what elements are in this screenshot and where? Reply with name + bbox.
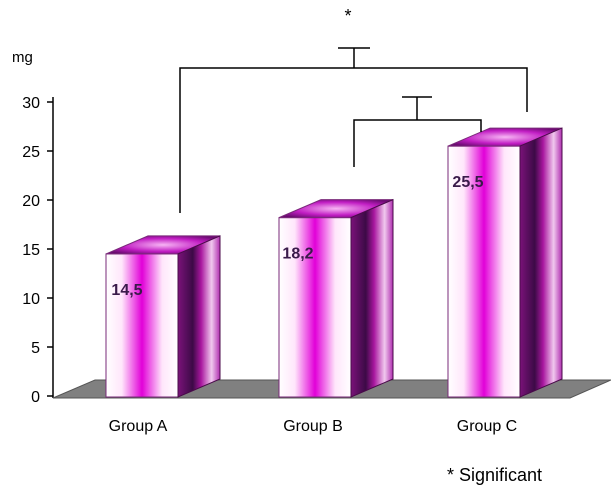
y-tick-label: 10: [22, 291, 40, 308]
y-tick-label: 30: [22, 95, 40, 112]
bar-value-label: 25,5: [452, 174, 483, 191]
bar-side-face: [177, 235, 221, 398]
category-label: Group A: [109, 418, 168, 435]
bar-front-face: [278, 217, 352, 398]
bar-group: 14,5 18,2 25,5: [105, 127, 563, 398]
category-label: Group C: [457, 418, 517, 435]
bar-front-face: [447, 145, 521, 398]
significance-star: *: [344, 6, 351, 26]
y-tick-label: 5: [31, 340, 40, 357]
bar-side-face: [350, 198, 394, 398]
bar: 25,5: [447, 127, 563, 398]
y-tick-label: 25: [22, 144, 40, 161]
y-tick-label: 0: [31, 389, 40, 406]
y-tick-label: 15: [22, 242, 40, 259]
footnote-significant: * Significant: [447, 465, 542, 485]
category-label: Group B: [283, 418, 343, 435]
bar-side-face: [519, 127, 563, 398]
bar-value-label: 18,2: [282, 246, 313, 263]
category-labels: Group A Group B Group C: [109, 418, 518, 435]
y-axis-unit-label: mg: [12, 49, 33, 66]
bar: 14,5: [105, 235, 221, 398]
y-tick-group: 0 5 10 15 20 25 30: [22, 95, 53, 406]
bar: 18,2: [278, 198, 394, 398]
significance-brackets: [179, 47, 528, 213]
bar-value-label: 14,5: [111, 282, 142, 299]
bar-front-face: [105, 253, 179, 398]
y-tick-label: 20: [22, 193, 40, 210]
